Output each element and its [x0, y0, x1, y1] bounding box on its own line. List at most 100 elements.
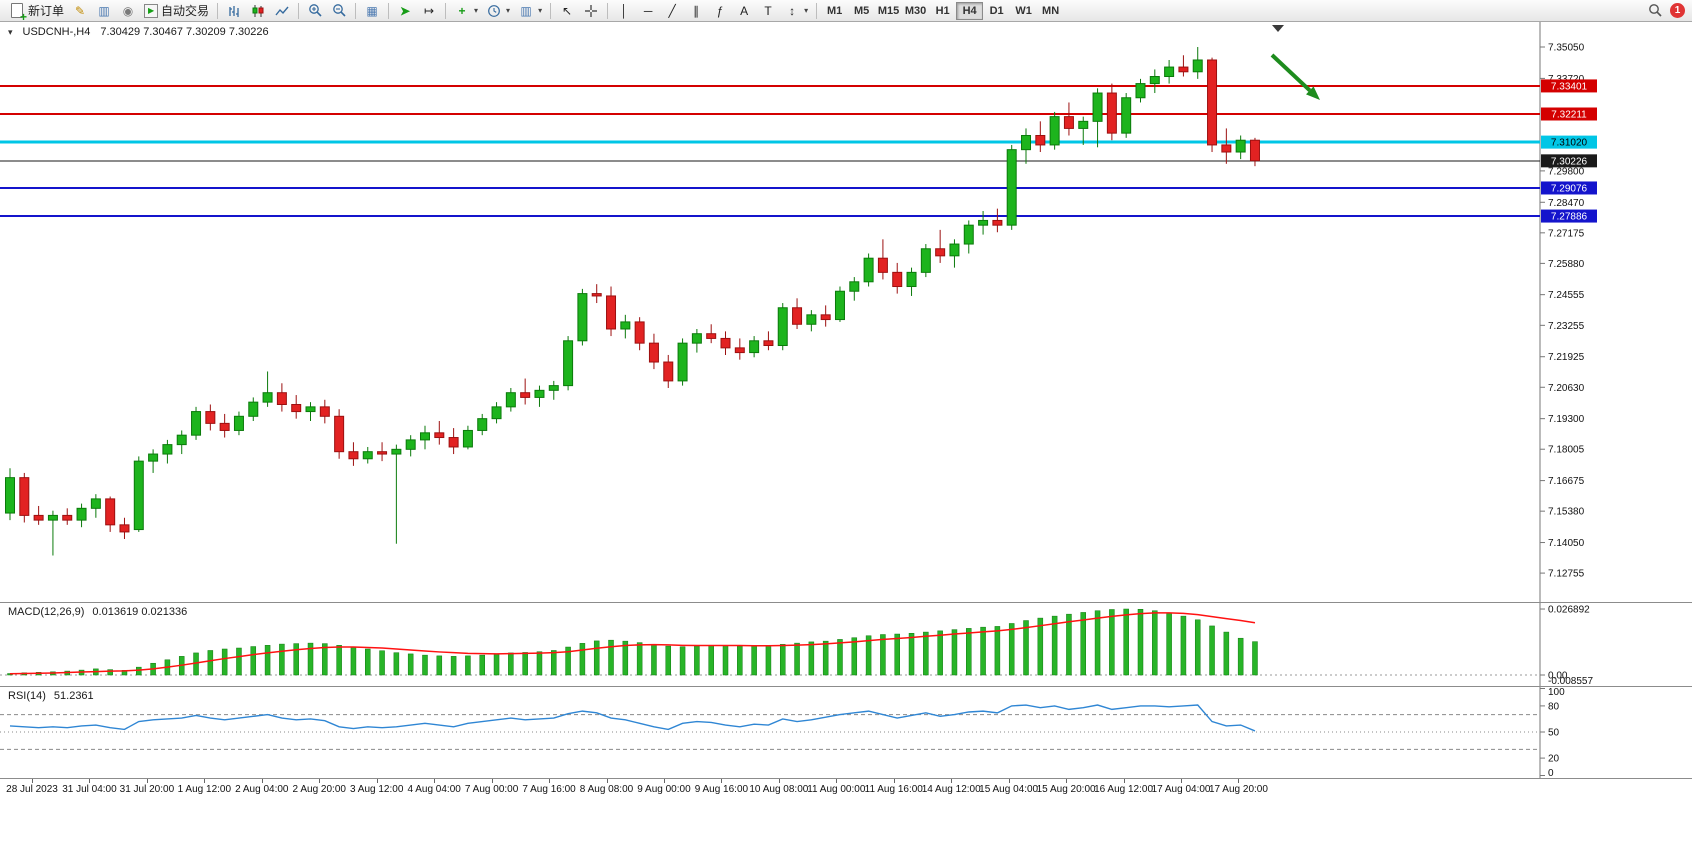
candle-body — [978, 219, 989, 226]
timeframe-button-d1[interactable]: D1 — [983, 2, 1010, 20]
macd-histogram-bar — [536, 651, 543, 676]
pane-divider-rsi[interactable] — [0, 686, 1692, 687]
fibonacci-tool-button[interactable]: ƒ — [708, 1, 732, 20]
time-axis-tick — [549, 779, 551, 783]
price-axis-label: 7.24555 — [1548, 290, 1585, 301]
zoom-in-button[interactable] — [303, 1, 327, 20]
symbol-period-label: USDCNH-,H4 — [22, 26, 91, 38]
macd-axis-label: 0.026892 — [1548, 605, 1590, 616]
text-tool-button[interactable]: A — [732, 1, 756, 20]
tile-windows-icon: ▦ — [366, 3, 378, 18]
timeframe-button-m15[interactable]: M15 — [875, 2, 902, 20]
autotrading-button[interactable]: ▶ 自动交易 — [140, 1, 213, 20]
time-axis-tick — [1123, 779, 1125, 783]
tile-windows-button[interactable]: ▦ — [360, 1, 384, 20]
timeframe-button-m5[interactable]: M5 — [848, 2, 875, 20]
zoom-out-button[interactable] — [327, 1, 351, 20]
macd-histogram-bar — [422, 654, 428, 676]
price-badge-label: 7.29076 — [1551, 183, 1588, 194]
chart-shift-marker[interactable] — [1272, 25, 1284, 32]
toolbar-separator — [217, 2, 219, 19]
arrow-object[interactable] — [1270, 53, 1312, 92]
macd-pane[interactable]: 0.026892 0.00-0.008557 — [0, 603, 1692, 686]
trendline-tool-button[interactable]: ╱ — [660, 1, 684, 20]
notification-badge[interactable]: 1 — [1670, 3, 1685, 18]
price-axis-label: 7.14050 — [1548, 538, 1585, 549]
toolbar-separator — [607, 2, 609, 19]
price-axis-label: 7.27175 — [1548, 228, 1585, 239]
main-toolbar: + 新订单 ✎ ▥ ◉ ▶ 自动交易 — [0, 0, 1692, 23]
line-chart-button[interactable] — [270, 1, 294, 20]
macd-histogram-bar — [622, 640, 629, 676]
crosshair-button[interactable] — [579, 1, 603, 20]
templates-button[interactable]: ▥ ▾ — [514, 1, 546, 20]
vertical-line-tool-button[interactable]: │ — [612, 1, 636, 20]
arrow-object-head[interactable] — [1306, 86, 1320, 100]
time-axis[interactable]: 28 Jul 2023 31 Jul 04:00 31 Jul 20:00 1 Aug… — [0, 778, 1692, 800]
rsi-pane[interactable]: 100 80 50 20 0 — [0, 687, 1692, 778]
macd-histogram-bar — [1051, 615, 1058, 676]
chart-menu-icon[interactable]: ▾ — [8, 26, 13, 37]
macd-histogram-bar — [221, 648, 228, 676]
macd-histogram-bar — [994, 626, 1001, 676]
timeframe-button-m30[interactable]: M30 — [902, 2, 929, 20]
macd-histogram-bar — [951, 629, 958, 676]
price-chart-pane[interactable]: 7.35050 7.33720 7.29800 7.28470 7.27175 7.258… — [0, 22, 1692, 602]
timeframe-button-mn[interactable]: MN — [1037, 2, 1064, 20]
timeframe-button-h4[interactable]: H4 — [956, 1, 984, 20]
time-axis-tick — [89, 779, 91, 783]
timeframe-button-h1[interactable]: H1 — [929, 2, 956, 20]
horizontal-line-tool-button[interactable]: ─ — [636, 1, 660, 20]
price-badge-label: 7.32211 — [1551, 110, 1587, 121]
candle-body — [663, 361, 674, 382]
candle-body — [47, 514, 58, 521]
text-label-tool-button[interactable]: T — [756, 1, 780, 20]
time-axis-label: 15 Aug 04:00 — [979, 784, 1039, 795]
cursor-button[interactable]: ↖ — [555, 1, 579, 20]
candle-body — [563, 340, 574, 387]
macd-histogram-bar — [136, 666, 142, 676]
macd-histogram-bar — [264, 645, 271, 676]
template-icon: ▥ — [520, 3, 532, 18]
candle-body — [405, 439, 416, 450]
metaeditor-icon: ✎ — [74, 3, 86, 18]
ohlc-readout: 7.30429 7.30467 7.30209 7.30226 — [100, 26, 269, 38]
candle-body — [33, 514, 44, 521]
market-watch-button[interactable]: ▥ — [92, 1, 116, 20]
trendline-icon: ╱ — [668, 3, 676, 18]
time-axis-label: 15 Aug 20:00 — [1036, 784, 1096, 795]
pane-divider-macd[interactable] — [0, 602, 1692, 603]
new-order-icon: + — [9, 3, 27, 23]
auto-scroll-button[interactable]: ➤ — [393, 1, 417, 20]
rsi-axis-label: 100 — [1548, 687, 1565, 698]
price-axis-label: 7.21925 — [1548, 352, 1585, 363]
time-axis-tick — [32, 779, 33, 783]
arrows-tool-button[interactable]: ↕ ▾ — [780, 1, 812, 20]
candlestick-chart-button[interactable] — [246, 1, 270, 20]
indicators-button[interactable]: + ▾ — [450, 1, 482, 20]
timeframe-button-w1[interactable]: W1 — [1010, 2, 1037, 20]
candle-body — [148, 453, 159, 462]
macd-histogram-bar — [1109, 609, 1115, 676]
macd-histogram-bar — [336, 645, 342, 676]
timeframe-button-m1[interactable]: M1 — [821, 2, 848, 20]
bar-chart-button[interactable] — [222, 1, 246, 20]
time-axis-label: 11 Aug 16:00 — [864, 784, 923, 795]
candle-body — [849, 281, 860, 292]
macd-histogram-bar — [479, 654, 485, 676]
mql5-community-button[interactable]: ◉ — [116, 1, 140, 20]
metaeditor-button[interactable]: ✎ — [68, 1, 92, 20]
search-icon[interactable] — [1647, 3, 1663, 19]
macd-title-label: MACD(12,26,9) — [8, 606, 85, 618]
crosshair-icon — [583, 3, 599, 19]
channel-tool-button[interactable]: ∥ — [684, 1, 708, 20]
price-axis-label: 7.16675 — [1548, 476, 1585, 487]
candle-body — [720, 337, 731, 349]
new-order-button[interactable]: + 新订单 — [5, 1, 68, 23]
candle-body — [319, 406, 330, 417]
periods-button[interactable]: ▾ — [482, 1, 514, 20]
chart-shift-button[interactable]: ↦ — [417, 1, 441, 20]
candle-body — [548, 385, 559, 391]
macd-histogram-bar — [1037, 617, 1044, 676]
candle-body — [949, 243, 960, 257]
